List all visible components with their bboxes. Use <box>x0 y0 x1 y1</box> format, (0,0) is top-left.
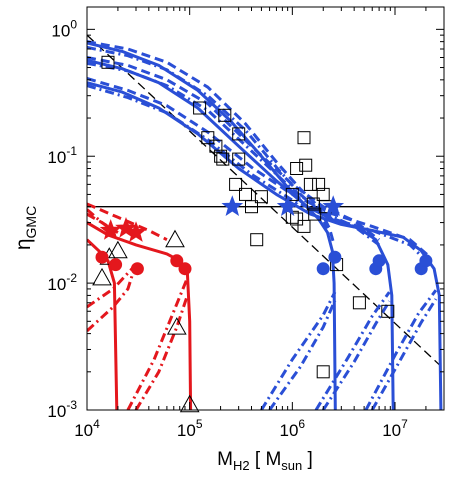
black-square-marker-30 <box>381 304 395 318</box>
blue-circle-marker-2 <box>328 250 342 264</box>
red-solid-curve-17 <box>87 238 119 410</box>
black-triangle-marker-5 <box>166 317 187 335</box>
black-square-marker-4 <box>209 139 223 153</box>
red-star-marker-3 <box>125 221 147 242</box>
black-square-marker-6 <box>218 108 232 122</box>
x-axis-label-unit-sub: sun <box>281 458 302 473</box>
black-square-marker-27 <box>297 219 311 233</box>
black-triangle-marker-4 <box>165 229 185 248</box>
x-axis-label-sub: H2 <box>233 458 250 473</box>
blue-circle-marker-1 <box>316 262 330 276</box>
x-tick-label-2: 105 <box>177 417 203 440</box>
black-square-marker-8 <box>232 152 246 166</box>
black-square-marker-24 <box>290 162 304 175</box>
blue-star-marker-3 <box>322 195 345 216</box>
black-square-marker-7 <box>216 152 230 166</box>
black-triangle-marker-1 <box>92 267 112 286</box>
black-square-marker-13 <box>254 190 268 204</box>
black-square-marker-20 <box>308 207 322 221</box>
black-square-marker-31 <box>316 365 330 379</box>
blue-solid-curve-1 <box>87 41 337 410</box>
y-tick-label-2: 10-2 <box>47 271 77 294</box>
x-axis-label-bracket-close: ] <box>302 449 313 470</box>
black-square-marker-26 <box>250 233 264 247</box>
plot-area <box>87 7 444 410</box>
red-circle-marker-1 <box>95 250 109 264</box>
black-square-marker-9 <box>232 127 246 141</box>
y-axis-label: ηGMC <box>12 206 39 250</box>
black-square-marker-16 <box>297 131 311 145</box>
x-tick-label-3: 106 <box>279 417 305 440</box>
black-square-marker-17 <box>299 158 313 172</box>
blue-dashed-curve-2 <box>87 40 336 246</box>
y-tick-label-4: 100 <box>51 17 77 40</box>
black-square-marker-25 <box>285 187 299 201</box>
blue-dashdot-curve-14 <box>370 298 438 410</box>
blue-dashdot-curve-10 <box>268 299 337 410</box>
plot-frame <box>86 6 445 411</box>
red-dashed-curve-18 <box>87 202 168 242</box>
x-axis-label-main: M <box>217 449 233 470</box>
blue-star-marker-2 <box>276 195 299 216</box>
reference-line-2 <box>87 34 444 370</box>
red-dashdot-curve-24 <box>126 277 189 410</box>
black-square-marker-1 <box>101 55 115 69</box>
red-circle-marker-5 <box>178 262 192 276</box>
lines-layer <box>87 34 444 410</box>
red-dashdot-curve-23 <box>134 294 189 410</box>
markers-layer <box>92 55 433 413</box>
ticks-layer: 104 105 106 107 10-3 10-2 10-1 100 <box>47 7 445 440</box>
y-tick-label-3: 10-1 <box>47 144 77 167</box>
blue-dashed-curve-8 <box>87 77 432 259</box>
black-square-marker-3 <box>201 131 215 145</box>
x-tick-label-4: 107 <box>382 417 408 440</box>
red-circle-marker-3 <box>130 262 144 276</box>
black-square-marker-5 <box>214 149 228 163</box>
red-circle-marker-4 <box>170 254 184 268</box>
y-axis-label-main: η <box>12 238 35 250</box>
black-square-marker-29 <box>352 296 366 310</box>
black-square-marker-21 <box>312 177 326 191</box>
red-dashdot-curve-20 <box>87 208 117 234</box>
x-axis-label-bracket-open: [ M <box>250 449 282 470</box>
x-axis-label: MH2 [ Msun ] <box>217 449 313 473</box>
black-square-marker-15 <box>290 212 304 226</box>
blue-circle-marker-4 <box>372 254 386 268</box>
red-star-marker-1 <box>99 219 122 240</box>
red-star-marker-2 <box>115 216 137 238</box>
black-square-marker-18 <box>303 177 317 191</box>
black-triangle-marker-3 <box>108 240 128 259</box>
blue-dashdot-curve-12 <box>321 300 391 410</box>
black-triangle-marker-6 <box>179 394 200 413</box>
x-tick-label-1: 104 <box>74 417 100 440</box>
blue-star-marker-1 <box>221 195 244 216</box>
blue-dashdot-curve-9 <box>87 84 432 266</box>
blue-circle-marker-6 <box>419 254 433 268</box>
y-axis-label-sub: GMC <box>23 206 39 239</box>
black-square-marker-2 <box>193 101 207 115</box>
red-circle-marker-2 <box>109 258 123 272</box>
black-square-marker-10 <box>229 177 243 191</box>
black-square-marker-12 <box>245 200 258 214</box>
y-tick-label-1: 10-3 <box>47 398 77 421</box>
